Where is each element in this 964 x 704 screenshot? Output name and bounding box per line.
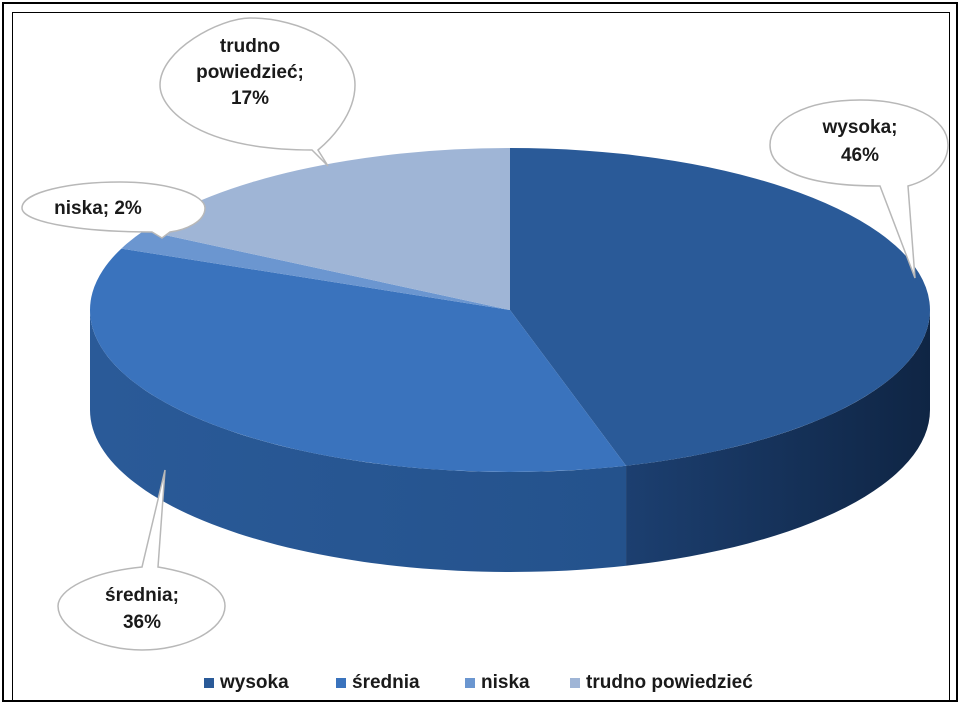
legend-label-wysoka: wysoka — [219, 672, 289, 693]
data-label-srednia-1: średnia; — [105, 585, 179, 606]
callout-trudno: trudno powiedzieć; 17% — [159, 17, 356, 167]
data-label-trudno-3: 17% — [231, 88, 269, 109]
pie-side-wysoka — [626, 310, 931, 566]
data-labels: trudno powiedzieć; 17% wysoka; 46% niska… — [21, 17, 949, 651]
callout-bubble-trudno — [159, 17, 356, 167]
legend-label-trudno: trudno powiedzieć — [586, 672, 753, 693]
legend-swatch-srednia — [336, 678, 346, 688]
pie-slice-wysoka — [510, 148, 931, 466]
pie-slice-niska — [121, 230, 511, 310]
data-label-wysoka-2: 46% — [841, 145, 879, 166]
data-label-wysoka-1: wysoka; — [822, 117, 898, 138]
data-label-srednia-2: 36% — [123, 612, 161, 633]
pie-slice-srednia — [89, 248, 627, 472]
callout-niska: niska; 2% — [21, 181, 206, 239]
chart-frame-inner — [12, 12, 950, 702]
legend-swatch-wysoka — [204, 678, 214, 688]
legend-swatch-niska — [465, 678, 475, 688]
pie-sides — [90, 310, 931, 572]
data-label-niska: niska; 2% — [54, 198, 142, 219]
callout-bubble-niska — [21, 181, 206, 239]
legend-label-srednia: średnia — [352, 672, 420, 693]
data-label-trudno-2: powiedzieć; — [196, 62, 304, 83]
callout-srednia: średnia; 36% — [57, 469, 226, 651]
legend: wysoka średnia niska trudno powiedzieć — [204, 672, 753, 693]
callout-wysoka: wysoka; 46% — [769, 99, 949, 279]
legend-swatch-trudno — [570, 678, 580, 688]
pie-slice-trudno — [144, 148, 510, 310]
callout-bubble-srednia — [57, 469, 226, 651]
data-label-trudno-1: trudno — [220, 36, 280, 57]
pie-side-srednia — [90, 310, 627, 572]
callout-bubble-wysoka — [769, 99, 949, 279]
legend-label-niska: niska — [481, 672, 530, 693]
pie-tops — [89, 148, 931, 472]
